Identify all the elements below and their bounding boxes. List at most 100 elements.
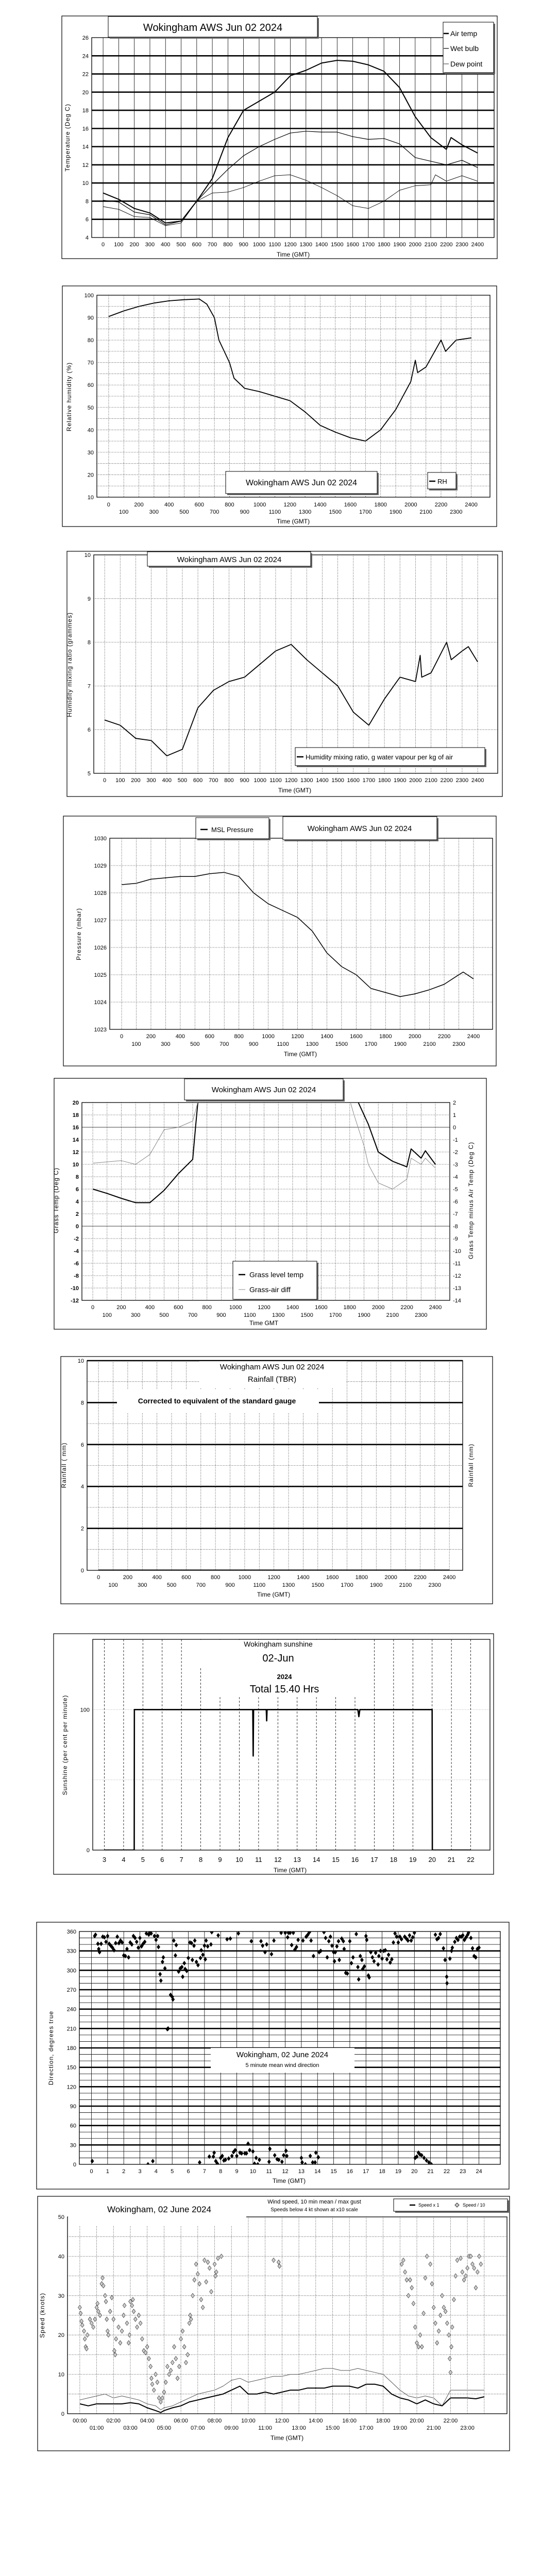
y-axis-label: Direction, degrees true <box>47 2011 55 2085</box>
x-tick-label: 600 <box>192 242 201 248</box>
x-tick-label: 1500 <box>312 1582 324 1588</box>
y-tick-label: 0 <box>81 1568 84 1574</box>
y-tick-label: 10 <box>73 1162 79 1168</box>
data-point-diamond <box>212 2261 217 2267</box>
y2-tick-label: -13 <box>453 1285 461 1292</box>
y-tick-label: 50 <box>58 2214 64 2221</box>
y-tick-label: 100 <box>80 1707 90 1713</box>
data-point-diamond <box>113 2352 117 2358</box>
series-line-grass-air-diff <box>93 1103 198 1165</box>
x-tick-label: 1000 <box>239 1574 251 1581</box>
data-point-diamond <box>421 2311 426 2316</box>
data-point-diamond <box>470 2261 475 2267</box>
data-point-diamond <box>423 2275 428 2281</box>
data-point-diamond <box>79 2318 83 2324</box>
data-point-diamond <box>465 2265 469 2271</box>
x-tick-label: 1200 <box>267 1574 280 1581</box>
y-tick-label: -4 <box>74 1248 79 1255</box>
x-tick-label: 2400 <box>429 1304 442 1311</box>
x-tick-label: 400 <box>176 1033 185 1040</box>
x-tick-label: 15 <box>330 2168 336 2175</box>
data-point-diamond <box>207 2154 211 2159</box>
y-tick-label: 10 <box>88 495 94 501</box>
y-tick-label: 6 <box>86 217 89 223</box>
data-point-diamond <box>115 1934 120 1939</box>
x-tick-label: 1200 <box>291 1033 303 1040</box>
x-tick-label: 800 <box>224 777 233 784</box>
data-point-diamond <box>367 1975 371 1980</box>
data-point-diamond <box>306 1932 310 1937</box>
x-tick-label: 2100 <box>425 777 437 784</box>
data-point-diamond <box>171 1997 175 2002</box>
title-box <box>147 551 311 567</box>
legend-diamond-icon <box>454 2202 460 2208</box>
wind-direction-chart: Wokingham, 02 June 2024 5 minute mean win… <box>36 1922 510 2190</box>
x-tick-label: 01:00 <box>90 2425 104 2431</box>
data-point-diamond <box>193 1938 197 1943</box>
data-point-diamond <box>140 1944 144 1949</box>
data-point-diamond <box>364 1934 368 1939</box>
data-point-diamond <box>174 1942 178 1947</box>
data-point-diamond <box>159 1978 163 1984</box>
data-point-diamond <box>227 2156 231 2161</box>
data-point-diamond <box>340 1936 344 1941</box>
legend-box <box>232 1261 317 1300</box>
data-point-diamond <box>90 2159 94 2164</box>
data-point-diamond <box>106 1934 110 1939</box>
data-point-diamond <box>301 1938 305 1943</box>
y-tick-label: 8 <box>86 198 89 205</box>
data-point-diamond <box>419 2153 424 2158</box>
x-tick-label: 1100 <box>269 509 281 515</box>
series-group <box>92 1103 436 1204</box>
x-tick-label: 900 <box>249 1041 258 1047</box>
y2-tick-label: -5 <box>453 1187 458 1193</box>
data-point-diamond <box>461 1933 465 1938</box>
series-line-dew-point <box>103 174 478 226</box>
x-tick-label: 1300 <box>306 1041 318 1047</box>
data-point-diamond <box>469 1935 473 1941</box>
data-point-diamond <box>430 2281 434 2286</box>
data-point-diamond <box>399 1937 403 1942</box>
legend-label: RH <box>437 478 447 485</box>
data-point-diamond <box>408 1933 412 1938</box>
data-point-diamond <box>249 1939 253 1944</box>
data-point-diamond <box>135 2324 139 2330</box>
y-tick-label: 8 <box>88 640 91 646</box>
data-point-diamond <box>240 2151 244 2156</box>
x-tick-label: 1500 <box>329 509 341 515</box>
x-tick-label: 11 <box>266 2168 272 2175</box>
data-point-diamond <box>192 2277 197 2283</box>
data-point-diamond <box>96 1941 100 1946</box>
data-point-diamond <box>396 1940 400 1945</box>
y-axis-label: Rainfall ( mm) <box>60 1443 67 1488</box>
x-tick-label: 10 <box>250 2168 256 2175</box>
x-tick-label: 22 <box>444 2168 450 2175</box>
data-point-diamond <box>198 2160 201 2164</box>
series-line-msl-pressure <box>121 872 474 997</box>
y2-tick-label: -11 <box>453 1261 461 1267</box>
x-tick-label: 22:00 <box>444 2418 458 2424</box>
x-tick-label: 100 <box>115 777 125 784</box>
y-tick-label: 20 <box>58 2332 64 2338</box>
x-axis-label: Time GMT <box>249 1319 279 1327</box>
data-point-diamond <box>435 2340 439 2346</box>
data-point-diamond <box>122 2312 126 2318</box>
data-point-diamond <box>303 2162 308 2164</box>
data-point-diamond <box>149 1931 153 1936</box>
data-point-diamond <box>146 2162 150 2164</box>
title-area <box>194 1640 366 1668</box>
data-point-diamond <box>422 2155 426 2161</box>
y-tick-label: 120 <box>67 2084 76 2090</box>
x-tick-label: 900 <box>240 777 249 784</box>
x-tick-label: 900 <box>225 1582 234 1588</box>
data-point-diamond <box>194 2261 198 2267</box>
x-tick-label: 15:00 <box>326 2425 340 2431</box>
data-point-diamond <box>462 2277 466 2283</box>
x-tick-label: 2400 <box>471 777 484 784</box>
x-tick-label: 100 <box>131 1041 141 1047</box>
y-tick-label: 300 <box>67 1968 76 1974</box>
data-point-diamond <box>265 1942 268 1947</box>
x-axis-label: Time (GMT) <box>277 518 310 525</box>
x-tick-label: 0 <box>107 502 110 508</box>
y-tick-label: 24 <box>82 53 89 59</box>
